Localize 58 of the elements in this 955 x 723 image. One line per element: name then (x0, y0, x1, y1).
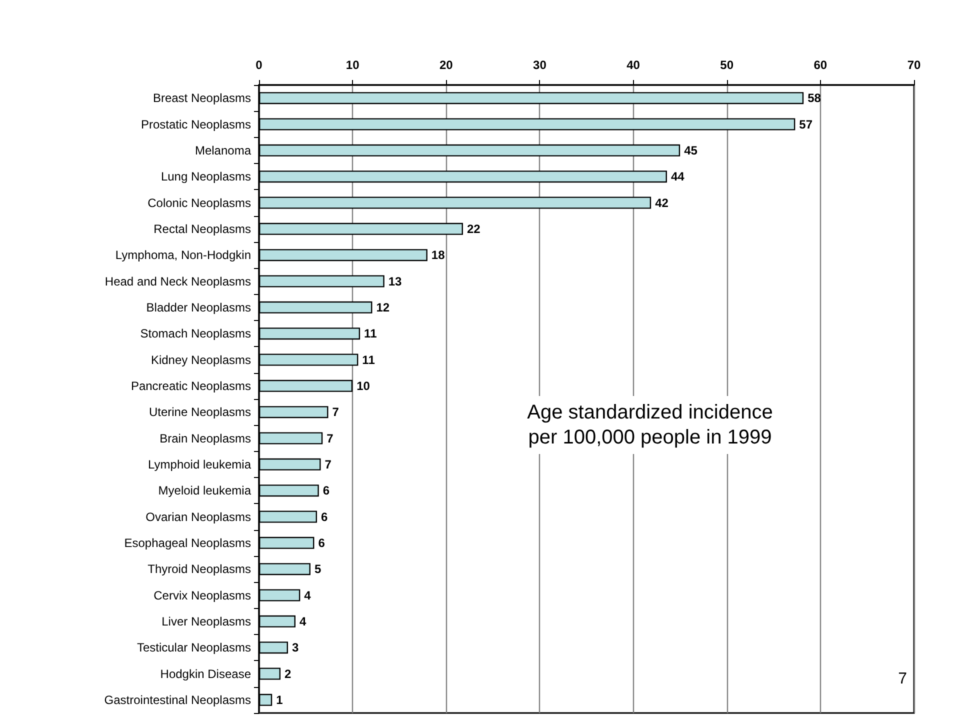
x-tick-label: 50 (720, 58, 734, 72)
x-tick-label: 20 (439, 58, 454, 72)
data-label: 3 (292, 640, 300, 655)
y-tick-label: Lymphoid leukemia (148, 457, 252, 472)
y-tick-label: Lung Neoplasms (160, 170, 251, 184)
x-tick-label: 10 (346, 58, 360, 72)
x-tick-label: 40 (626, 58, 640, 72)
data-label: 5 (314, 562, 322, 576)
y-tick-label: Colonic Neoplasms (148, 196, 251, 210)
y-tick-label: Ovarian Neoplasms (146, 510, 251, 524)
x-tick-label: 30 (533, 58, 547, 72)
data-label: 13 (388, 274, 402, 288)
y-tick-label: Stomach Neoplasms (140, 326, 251, 341)
data-label: 4 (304, 588, 312, 602)
y-tick-label: Prostatic Neoplasms (140, 117, 251, 132)
y-tick-label: Testicular Neoplasms (136, 640, 251, 655)
y-tick-label: Hodgkin Disease (160, 666, 252, 681)
data-label: 42 (655, 196, 669, 210)
y-tick-label: Breast Neoplasms (152, 91, 251, 106)
y-tick-label: Thyroid Neoplasms (148, 562, 251, 576)
y-tick-label: Pancreatic Neoplasms (130, 378, 251, 393)
data-label: 7 (324, 457, 332, 472)
y-tick-label: Kidney Neoplasms (150, 352, 251, 367)
y-tick-label: Esophageal Neoplasms (124, 536, 251, 550)
annotation: Age standardized incidence per 100,000 people in 1999 (527, 402, 773, 448)
data-label: 44 (670, 170, 685, 184)
y-tick-label: Head and Neck Neoplasms (104, 274, 251, 288)
y-tick-label: Melanoma (194, 143, 252, 158)
data-label: 45 (684, 143, 698, 158)
data-label: 4 (299, 614, 306, 628)
data-label: 7 (332, 405, 340, 420)
data-label: 11 (364, 326, 378, 341)
y-tick-label: Cervix Neoplasms (154, 588, 251, 602)
data-label: 58 (808, 91, 822, 106)
x-tick-label: 0 (256, 58, 263, 72)
data-label: 57 (799, 117, 813, 132)
y-tick-label: Liver Neoplasms (162, 614, 251, 628)
data-label: 10 (356, 378, 370, 393)
x-tick-label: 60 (814, 58, 828, 72)
y-tick-label: Brain Neoplasms (160, 431, 251, 446)
y-tick-label: Uterine Neoplasms (148, 405, 251, 420)
data-label: 11 (362, 352, 376, 367)
data-label: 12 (376, 300, 390, 314)
data-label: 1 (276, 692, 284, 707)
data-label: 7 (326, 431, 334, 446)
x-tick-label: 70 (907, 58, 921, 72)
y-tick-label: Gastrointestinal Neoplasms (104, 692, 251, 707)
y-tick-label: Bladder Neoplasms (146, 300, 251, 314)
data-label: 2 (284, 666, 292, 681)
data-label: 6 (318, 536, 326, 550)
y-tick-label: Rectal Neoplasms (154, 222, 251, 236)
y-tick-label: Myeloid leukemia (158, 484, 252, 498)
y-tick-label: Lymphoma, Non-Hodgkin (115, 248, 251, 262)
data-label: 22 (466, 222, 481, 236)
data-label: 6 (321, 510, 328, 524)
annotation: 7 (898, 670, 908, 688)
data-label: 18 (431, 248, 446, 262)
data-label: 6 (322, 484, 330, 498)
